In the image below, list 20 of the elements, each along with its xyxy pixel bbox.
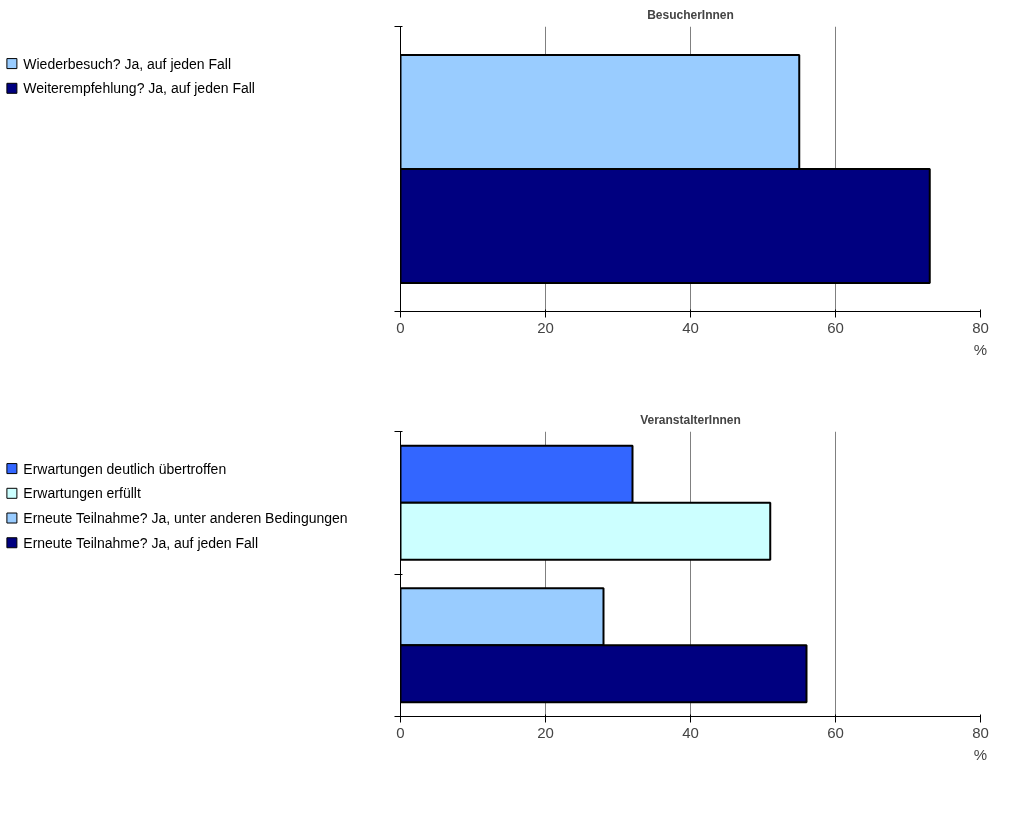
x-tick-label: 20 <box>537 318 554 336</box>
chart-title: BesucherInnen <box>647 7 734 22</box>
x-axis-title: % <box>973 340 988 358</box>
x-tick-label: 40 <box>682 723 699 741</box>
x-tick-label: 80 <box>972 318 989 336</box>
x-tick-label: 60 <box>827 318 844 336</box>
x-tick-label: 0 <box>396 723 405 741</box>
x-tick-label: 60 <box>827 723 844 741</box>
x-tick-label: 40 <box>682 318 699 336</box>
legend-label: Erneute Teilnahme? Ja, auf jeden Fall <box>23 534 259 551</box>
legend-label: Erneute Teilnahme? Ja, unter anderen Bedingungen <box>23 510 348 527</box>
legend-label: Erwartungen erfüllt <box>23 485 141 502</box>
x-tick-label: 0 <box>396 318 405 336</box>
x-tick-label: 80 <box>972 723 989 741</box>
chart-title: VeranstalterInnen <box>640 412 741 427</box>
x-axis-title: % <box>973 745 988 763</box>
legend-label: Wiederbesuch? Ja, auf jeden Fall <box>23 55 232 72</box>
legend-label: Erwartungen deutlich übertroffen <box>23 460 227 477</box>
x-tick-label: 20 <box>537 723 554 741</box>
legend-label: Weiterempfehlung? Ja, auf jeden Fall <box>23 80 255 97</box>
